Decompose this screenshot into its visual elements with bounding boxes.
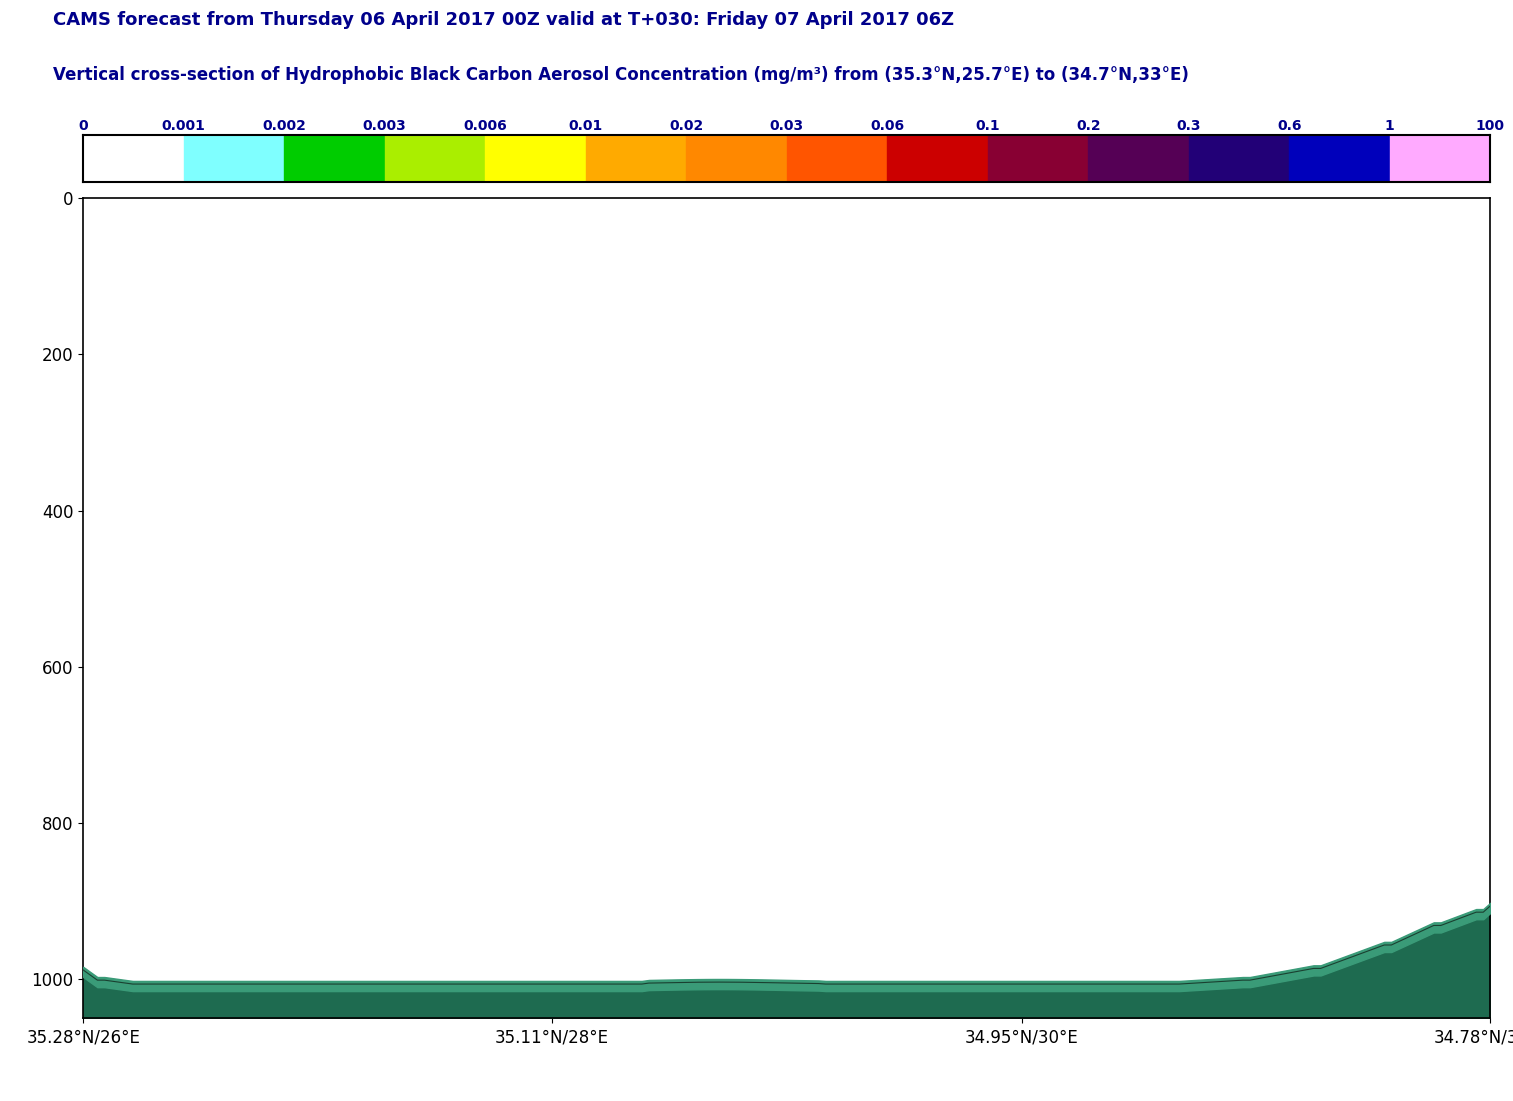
Text: 0.1: 0.1 xyxy=(976,119,1000,133)
Bar xyxy=(586,135,687,182)
Bar xyxy=(787,135,887,182)
Bar xyxy=(1289,135,1390,182)
Bar xyxy=(687,135,787,182)
Bar xyxy=(1088,135,1189,182)
Bar xyxy=(1189,135,1289,182)
Text: 0.01: 0.01 xyxy=(569,119,602,133)
Text: 0.06: 0.06 xyxy=(870,119,905,133)
Text: 0.03: 0.03 xyxy=(770,119,803,133)
Bar xyxy=(1390,135,1490,182)
Text: CAMS forecast from Thursday 06 April 2017 00Z valid at T+030: Friday 07 April 20: CAMS forecast from Thursday 06 April 201… xyxy=(53,11,955,29)
Text: 0.2: 0.2 xyxy=(1076,119,1100,133)
Text: 0: 0 xyxy=(79,119,88,133)
Text: 0.002: 0.002 xyxy=(262,119,306,133)
Text: 0.02: 0.02 xyxy=(669,119,704,133)
Bar xyxy=(988,135,1088,182)
Bar xyxy=(183,135,284,182)
Text: 0.006: 0.006 xyxy=(463,119,507,133)
Text: 0.6: 0.6 xyxy=(1277,119,1301,133)
Text: 1: 1 xyxy=(1384,119,1395,133)
Bar xyxy=(887,135,988,182)
Text: 0.003: 0.003 xyxy=(363,119,407,133)
Text: 100: 100 xyxy=(1475,119,1505,133)
Text: 0.001: 0.001 xyxy=(162,119,206,133)
Bar xyxy=(83,135,183,182)
Text: Vertical cross-section of Hydrophobic Black Carbon Aerosol Concentration (mg/m³): Vertical cross-section of Hydrophobic Bl… xyxy=(53,66,1189,84)
Bar xyxy=(384,135,486,182)
Text: 0.3: 0.3 xyxy=(1177,119,1201,133)
Bar xyxy=(486,135,586,182)
Bar xyxy=(284,135,384,182)
